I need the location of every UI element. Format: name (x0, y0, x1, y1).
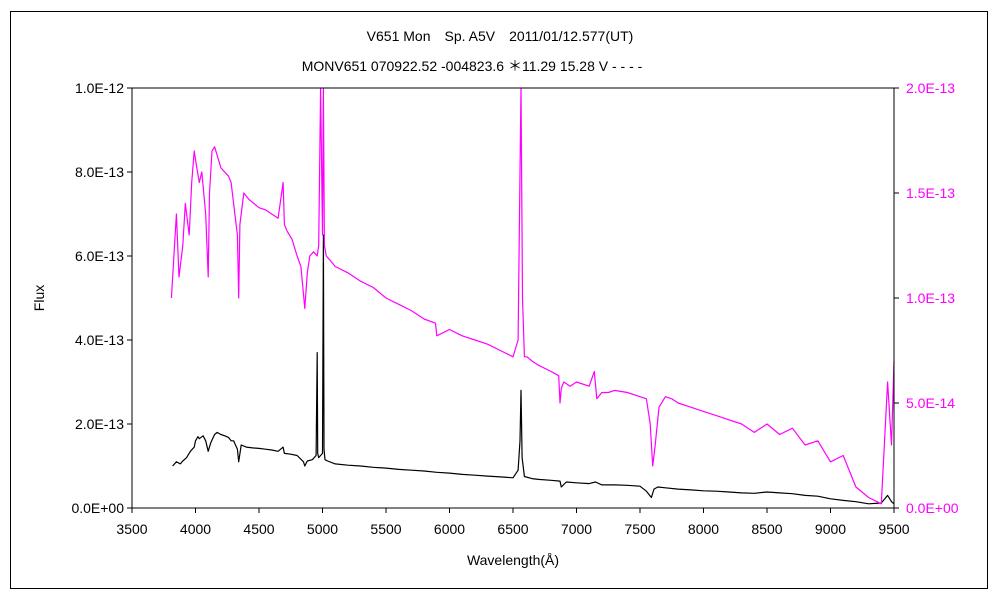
plot-area-border (131, 87, 895, 509)
x-tick-label: 9000 (815, 521, 846, 537)
y-tick-label: 8.0E-13 (75, 164, 124, 180)
y2-tick-label: 0.0E+00 (906, 500, 959, 516)
x-tick-label: 3500 (116, 521, 147, 537)
chart-frame (10, 11, 988, 589)
series-layer (170, 87, 895, 505)
y-tick-label: 1.0E-12 (75, 80, 124, 96)
x-tick-label: 7000 (561, 521, 592, 537)
x-tick-label: 5500 (370, 521, 401, 537)
x-tick-label: 7500 (624, 521, 655, 537)
y2-tick-label: 1.5E-13 (906, 185, 955, 201)
chart-title: V651 Mon Sp. A5V 2011/01/12.577(UT) (367, 28, 634, 44)
x-tick-label: 4500 (243, 521, 274, 537)
y-tick-label: 6.0E-13 (75, 248, 124, 264)
x-tick-label: 8000 (688, 521, 719, 537)
y-tick-label: 0.0E+00 (71, 500, 124, 516)
y2-tick-label: 1.0E-13 (906, 290, 955, 306)
y-axis-label: Flux (31, 285, 47, 311)
y2-tick-label: 2.0E-13 (906, 80, 955, 96)
y-tick-label: 4.0E-13 (75, 332, 124, 348)
series-line-left-axis (172, 234, 895, 505)
x-tick-label: 6500 (497, 521, 528, 537)
x-tick-label: 4000 (180, 521, 211, 537)
x-tick-label: 6000 (434, 521, 465, 537)
x-axis-label: Wavelength(Å) (467, 552, 559, 568)
y2-tick-label: 5.0E-14 (906, 395, 955, 411)
axes: 3500 4000 4500 5000 5500 6000 6500 7000 7500 8000… (71, 80, 958, 537)
series-line-right-axis (170, 87, 895, 505)
y-tick-label: 2.0E-13 (75, 416, 124, 432)
x-tick-label: 9500 (878, 521, 909, 537)
x-tick-label: 5000 (307, 521, 338, 537)
x-tick-label: 8500 (751, 521, 782, 537)
chart-subtitle: MONV651 070922.52 -004823.6 ＊11.29 15.28… (302, 58, 643, 74)
